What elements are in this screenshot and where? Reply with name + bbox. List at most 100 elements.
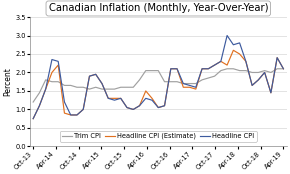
Trim CPI (257, 71, 260, 73)
Line: Trim CPI: Trim CPI (33, 69, 283, 102)
Trim CPI (163, 81, 166, 83)
Trim CPI (194, 82, 197, 85)
Trim CPI (276, 68, 279, 70)
Y-axis label: Percent: Percent (3, 67, 12, 96)
Trim CPI (175, 81, 179, 83)
Trim CPI (169, 81, 173, 83)
Headline CPI (244, 60, 248, 62)
Headline CPI (238, 42, 241, 44)
Headline CPI (269, 92, 273, 94)
Headline CPI (113, 99, 116, 101)
Headline CPI (119, 97, 122, 99)
Headline CPI (125, 106, 129, 109)
Headline CPI (Estimate) (132, 108, 135, 110)
Headline CPI (94, 73, 97, 75)
Headline CPI (Estimate) (250, 84, 254, 86)
Headline CPI (Estimate) (244, 60, 248, 62)
Line: Headline CPI (Estimate): Headline CPI (Estimate) (33, 50, 283, 119)
Trim CPI (232, 68, 235, 70)
Headline CPI (Estimate) (106, 97, 110, 99)
Headline CPI (Estimate) (150, 97, 154, 99)
Headline CPI (138, 105, 141, 107)
Headline CPI (Estimate) (238, 53, 241, 55)
Headline CPI (257, 79, 260, 81)
Trim CPI (157, 70, 160, 72)
Headline CPI (50, 58, 54, 61)
Trim CPI (125, 86, 129, 88)
Trim CPI (119, 86, 122, 88)
Trim CPI (182, 82, 185, 85)
Headline CPI (206, 68, 210, 70)
Headline CPI (219, 60, 223, 62)
Headline CPI (132, 108, 135, 110)
Headline CPI (75, 114, 79, 116)
Headline CPI (Estimate) (182, 86, 185, 88)
Headline CPI (263, 71, 267, 73)
Trim CPI (206, 77, 210, 79)
Headline CPI (Estimate) (88, 75, 91, 77)
Headline CPI (57, 60, 60, 62)
Headline CPI (250, 84, 254, 86)
Headline CPI (282, 68, 285, 70)
Trim CPI (100, 88, 104, 90)
Headline CPI (150, 99, 154, 101)
Trim CPI (219, 70, 223, 72)
Headline CPI (157, 106, 160, 109)
Trim CPI (282, 68, 285, 70)
Headline CPI (Estimate) (125, 106, 129, 109)
Trim CPI (75, 86, 79, 88)
Headline CPI (Estimate) (213, 64, 216, 66)
Headline CPI (Estimate) (269, 92, 273, 94)
Headline CPI (Estimate) (225, 64, 229, 66)
Headline CPI (69, 114, 72, 116)
Headline CPI (Estimate) (157, 106, 160, 109)
Headline CPI (Estimate) (257, 79, 260, 81)
Headline CPI (169, 68, 173, 70)
Headline CPI (175, 68, 179, 70)
Headline CPI (Estimate) (113, 97, 116, 99)
Headline CPI (Estimate) (163, 105, 166, 107)
Headline CPI (63, 101, 66, 103)
Headline CPI (44, 88, 48, 90)
Trim CPI (244, 70, 248, 72)
Trim CPI (213, 75, 216, 77)
Trim CPI (238, 70, 241, 72)
Headline CPI (106, 97, 110, 99)
Headline CPI (188, 84, 191, 86)
Headline CPI (100, 82, 104, 85)
Trim CPI (31, 101, 35, 103)
Headline CPI (Estimate) (276, 57, 279, 59)
Headline CPI (Estimate) (263, 71, 267, 73)
Headline CPI (Estimate) (31, 118, 35, 120)
Trim CPI (188, 82, 191, 85)
Trim CPI (94, 86, 97, 88)
Headline CPI (88, 75, 91, 77)
Headline CPI (213, 64, 216, 66)
Trim CPI (225, 68, 229, 70)
Headline CPI (Estimate) (69, 114, 72, 116)
Trim CPI (200, 79, 204, 81)
Trim CPI (63, 84, 66, 86)
Headline CPI (225, 34, 229, 37)
Trim CPI (57, 81, 60, 83)
Headline CPI (Estimate) (144, 90, 148, 92)
Trim CPI (132, 86, 135, 88)
Headline CPI (Estimate) (219, 60, 223, 62)
Trim CPI (150, 70, 154, 72)
Trim CPI (113, 88, 116, 90)
Headline CPI (Estimate) (63, 112, 66, 114)
Headline CPI (81, 108, 85, 110)
Headline CPI (Estimate) (119, 97, 122, 99)
Headline CPI (276, 57, 279, 59)
Trim CPI (138, 79, 141, 81)
Trim CPI (38, 92, 41, 94)
Headline CPI (232, 44, 235, 46)
Headline CPI (Estimate) (188, 86, 191, 88)
Headline CPI (194, 86, 197, 88)
Headline CPI (200, 68, 204, 70)
Headline CPI (Estimate) (200, 68, 204, 70)
Trim CPI (69, 84, 72, 86)
Legend: Trim CPI, Headline CPI (Estimate), Headline CPI: Trim CPI, Headline CPI (Estimate), Headl… (60, 131, 257, 142)
Headline CPI (Estimate) (232, 49, 235, 51)
Trim CPI (144, 70, 148, 72)
